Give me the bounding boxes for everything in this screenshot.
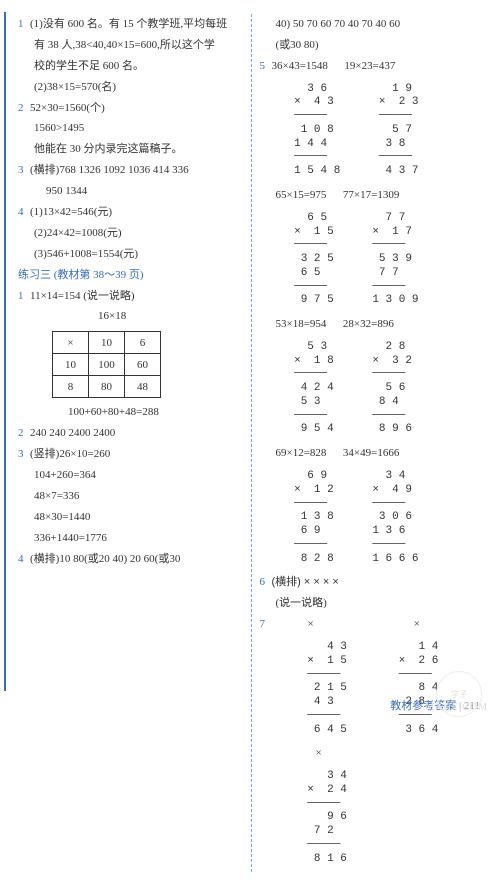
pnum-7: 7: [260, 614, 272, 635]
e2: 240 240 2400 2400: [30, 427, 115, 439]
problem-5: 536×43=1548 19×23=437: [260, 56, 485, 77]
p5-eq8: 34×49=1666: [343, 447, 399, 459]
check-mark: ×: [288, 747, 322, 759]
problem-3: 3(横排)768 1326 1092 1036 414 336: [18, 160, 243, 181]
p1-l1: (1)没有 600 名。有 15 个教学班,平均每班: [30, 18, 227, 30]
cell: 10: [53, 354, 89, 376]
cell: 60: [125, 354, 161, 376]
pnum-5: 5: [260, 56, 272, 77]
eq-row: 69×12=828 34×49=1666: [276, 443, 485, 464]
cell: 80: [89, 376, 125, 398]
e1-l2: 16×18: [18, 306, 243, 327]
p2-l2: 1560>1495: [18, 118, 243, 139]
enum-3: 3: [18, 444, 30, 465]
eq-row: 53×18=954 28×32=896: [276, 314, 485, 335]
vmult-pair: 5 3 × 1 8 ───── 4 2 4 5 3 ───── 9 5 4 2 …: [288, 341, 485, 437]
p5-eq7: 69×12=828: [276, 447, 327, 459]
cell: 100: [89, 354, 125, 376]
cell: 48: [125, 376, 161, 398]
vmult-pair: 6 9 × 1 2 ───── 1 3 8 6 9 ───── 8 2 8 3 …: [288, 470, 485, 566]
e1-l3: 100+60+80+48=288: [18, 402, 243, 423]
cell: 10: [89, 332, 125, 354]
exercise-4: 4(横排)10 80(或20 40) 20 60(或30: [18, 549, 243, 570]
e3-l4: 48×30=1440: [18, 507, 243, 528]
vmult-7: 6 9 × 1 2 ───── 1 3 8 6 9 ───── 8 2 8: [288, 470, 334, 566]
p1-l2: 有 38 人,38<40,40×15=600,所以这个学: [18, 35, 243, 56]
e3-l1: (竖排)26×10=260: [30, 448, 110, 460]
p1-l4: (2)38×15=570(名): [18, 77, 243, 98]
problem-1: 1(1)没有 600 名。有 15 个教学班,平均每班: [18, 14, 243, 35]
exercise-3: 3(竖排)26×10=260: [18, 444, 243, 465]
pnum-3: 3: [18, 160, 30, 181]
left-margin-line: [4, 12, 6, 691]
table-row: × 10 6: [53, 332, 161, 354]
p3-l1: (横排)768 1326 1092 1036 414 336: [30, 164, 189, 176]
pnum-2: 2: [18, 98, 30, 119]
p5-eq1: 36×43=1548: [272, 60, 328, 72]
enum-2: 2: [18, 423, 30, 444]
page-content: 1(1)没有 600 名。有 15 个教学班,平均每班 有 38 人,38<40…: [0, 0, 500, 882]
p5-eq5: 53×18=954: [276, 318, 327, 330]
p5-eq4: 77×17=1309: [343, 189, 399, 201]
vmult-1: 3 6 × 4 3 ───── 1 0 8 1 4 4 ───── 1 5 4 …: [288, 83, 341, 179]
vmult-pair: 3 6 × 4 3 ───── 1 0 8 1 4 4 ───── 1 5 4 …: [288, 83, 485, 179]
stamp-text: 学子: [451, 689, 467, 700]
cell: ×: [53, 332, 89, 354]
check-mark: ×: [314, 618, 420, 630]
p2-l1: 52×30=1560(个): [30, 102, 105, 114]
pnum-4: 4: [18, 202, 30, 223]
vmult-8: 3 4 × 4 9 ───── 3 0 6 1 3 6 ───── 1 6 6 …: [366, 470, 419, 566]
watermark-stamp: 学子: [436, 671, 482, 717]
e3-l3: 48×7=336: [18, 486, 243, 507]
cell: 6: [125, 332, 161, 354]
e4b-l2: (或30 80): [260, 35, 485, 56]
p6-l2: (说一说略): [260, 593, 485, 614]
vmult-4: 7 7 × 1 7 ───── 5 3 9 7 7 ───── 1 3 0 9: [366, 212, 419, 308]
p5-eq2: 19×23=437: [344, 60, 395, 72]
problem-4: 4(1)13×42=546(元): [18, 202, 243, 223]
check-mark: ×: [272, 618, 314, 630]
check-mark-row: ×: [260, 743, 485, 764]
right-column: 40) 50 70 60 70 40 70 40 60 (或30 80) 536…: [251, 14, 485, 872]
p5-eq6: 28×32=896: [343, 318, 394, 330]
p4-l2: (2)24×42=1008(元): [18, 223, 243, 244]
e3-l5: 336+1440=1776: [18, 528, 243, 549]
p1-l3: 校的学生不足 600 名。: [18, 56, 243, 77]
p3-l2: 950 1344: [18, 181, 243, 202]
vmult-p7-3: 3 4 × 2 4 ───── 9 6 7 2 ───── 8 1 6: [288, 770, 485, 866]
exercise-2: 2240 240 2400 2400: [18, 423, 243, 444]
problem-6: 6(横排) × × × ×: [260, 572, 485, 593]
enum-4: 4: [18, 549, 30, 570]
vmult-5: 5 3 × 1 8 ───── 4 2 4 5 3 ───── 9 5 4: [288, 341, 334, 437]
pnum-1: 1: [18, 14, 30, 35]
vmult-single: 3 4 × 2 4 ───── 9 6 7 2 ───── 8 1 6: [288, 770, 485, 866]
e1-l1: 11×14=154 (说一说略): [30, 290, 135, 302]
eq-row: 65×15=975 77×17=1309: [276, 185, 485, 206]
vmult-3: 6 5 × 1 5 ───── 3 2 5 6 5 ───── 9 7 5: [288, 212, 334, 308]
e4b-l1: 40) 50 70 60 70 40 70 40 60: [260, 14, 485, 35]
table-row: 10 100 60: [53, 354, 161, 376]
exercise-title: 练习三 (教材第 38～39 页): [18, 265, 243, 286]
exercise-1: 111×14=154 (说一说略): [18, 286, 243, 307]
e3-l2: 104+260=364: [18, 465, 243, 486]
p4-l1: (1)13×42=546(元): [30, 206, 112, 218]
vmult-6: 2 8 × 3 2 ───── 5 6 8 4 ───── 8 9 6: [366, 341, 412, 437]
left-column: 1(1)没有 600 名。有 15 个教学班,平均每班 有 38 人,38<40…: [18, 14, 251, 872]
enum-1: 1: [18, 286, 30, 307]
problem-7: 7××: [260, 614, 485, 635]
problem-2: 252×30=1560(个): [18, 98, 243, 119]
p2-l3: 他能在 30 分内录完这篇稿子。: [18, 139, 243, 160]
p6-l1: (横排) × × × ×: [272, 576, 339, 588]
multiplication-table: × 10 6 10 100 60 8 80 48: [52, 331, 161, 398]
vmult-p7-1: 4 3 × 1 5 ───── 2 1 5 4 3 ───── 6 4 5: [288, 641, 347, 737]
vmult-p7-2: 1 4 × 2 6 ───── 8 4 2 8 ───── 3 6 4: [379, 641, 438, 737]
vmult-pair: 6 5 × 1 5 ───── 3 2 5 6 5 ───── 9 7 5 7 …: [288, 212, 485, 308]
cell: 8: [53, 376, 89, 398]
e4: (横排)10 80(或20 40) 20 60(或30: [30, 553, 180, 565]
p5-eq3: 65×15=975: [276, 189, 327, 201]
p4-l3: (3)546+1008=1554(元): [18, 244, 243, 265]
table-row: 8 80 48: [53, 376, 161, 398]
vmult-2: 1 9 × 2 3 ───── 5 7 3 8 ───── 4 3 7: [372, 83, 418, 179]
pnum-6: 6: [260, 572, 272, 593]
